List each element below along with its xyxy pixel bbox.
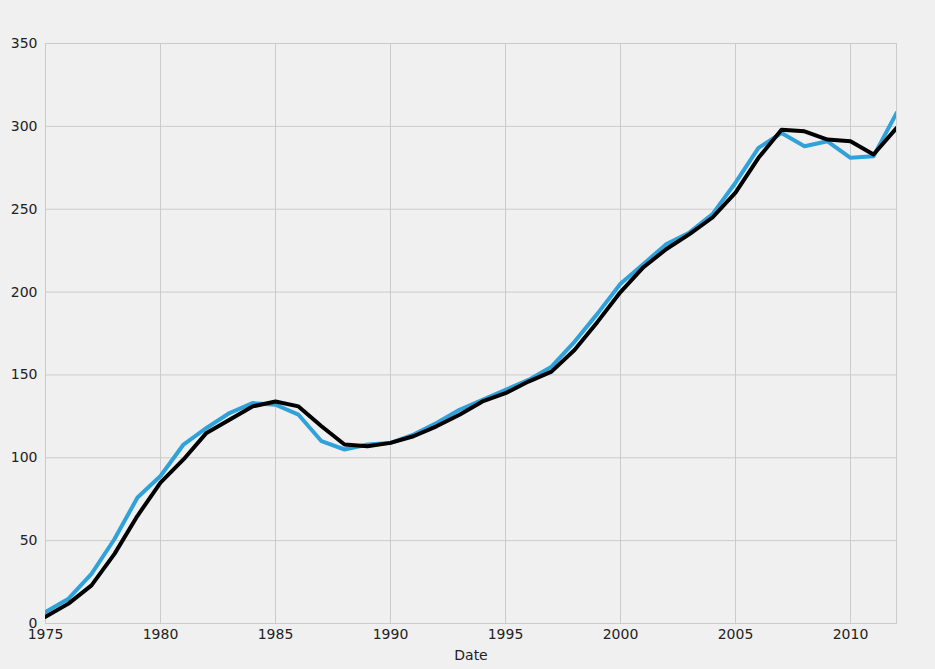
svg-text:1990: 1990 (373, 626, 409, 642)
svg-text:150: 150 (11, 366, 38, 382)
svg-text:1985: 1985 (258, 626, 294, 642)
svg-text:2000: 2000 (603, 626, 639, 642)
svg-text:300: 300 (11, 118, 38, 134)
svg-text:350: 350 (11, 35, 38, 51)
svg-text:2005: 2005 (718, 626, 754, 642)
svg-text:0: 0 (29, 615, 38, 631)
svg-text:200: 200 (11, 284, 38, 300)
svg-text:Date: Date (454, 647, 487, 663)
svg-text:2010: 2010 (833, 626, 869, 642)
svg-text:100: 100 (11, 449, 38, 465)
svg-text:1975: 1975 (27, 626, 64, 643)
svg-text:1980: 1980 (143, 626, 179, 642)
svg-text:50: 50 (20, 532, 38, 548)
svg-text:1995: 1995 (488, 626, 524, 642)
svg-text:250: 250 (11, 201, 38, 217)
